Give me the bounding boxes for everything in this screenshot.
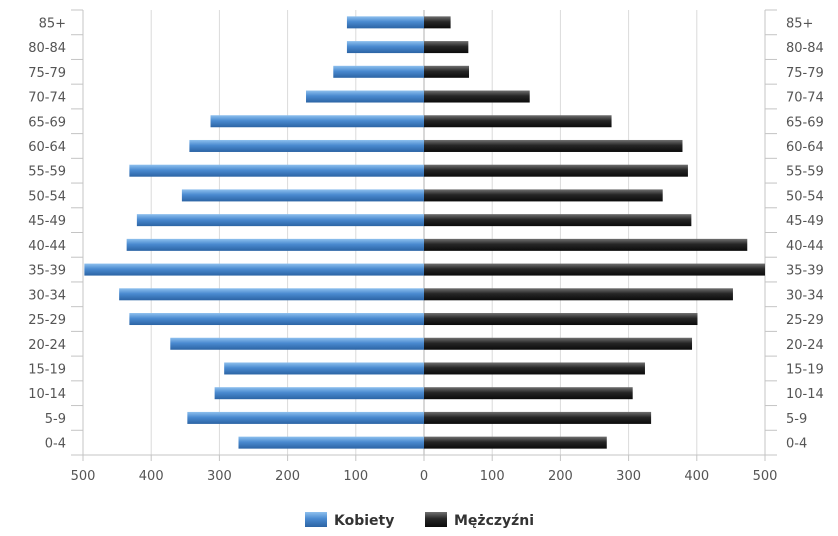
age-label-left: 0-4 — [45, 437, 66, 452]
age-label-right: 15-19 — [786, 362, 824, 377]
bar-kobiety — [214, 387, 424, 400]
x-tick-label: 0 — [420, 469, 428, 484]
age-labels-right: 0-4 5-9 10-14 15-19 20-24 25-29 30-34 35-39 40-4… — [786, 16, 824, 451]
age-label-right: 30-34 — [786, 288, 824, 303]
legend-label-kobiety: Kobiety — [334, 513, 394, 529]
age-label-left: 80-84 — [28, 41, 66, 56]
bar-kobiety — [119, 288, 425, 301]
age-label-right: 10-14 — [786, 387, 824, 402]
x-tick-label: 300 — [207, 469, 232, 484]
bar-kobiety — [238, 436, 424, 449]
age-label-right: 35-39 — [786, 264, 824, 279]
age-label-left: 75-79 — [28, 66, 66, 81]
axes — [71, 9, 777, 461]
age-label-left: 45-49 — [28, 214, 66, 229]
bar-kobiety — [346, 41, 424, 54]
age-label-left: 30-34 — [28, 288, 66, 303]
age-label-left: 55-59 — [28, 165, 66, 180]
legend-swatch-mezczyzni — [425, 512, 447, 527]
x-tick-label: 200 — [275, 469, 300, 484]
bar-kobiety — [346, 16, 424, 29]
bar-kobiety — [126, 238, 424, 251]
age-label-left: 65-69 — [28, 115, 66, 130]
age-label-left: 70-74 — [28, 91, 66, 106]
bar-kobiety — [170, 337, 424, 350]
bar-mezczyzni — [424, 313, 698, 326]
age-label-right: 50-54 — [786, 189, 824, 204]
age-label-left: 10-14 — [28, 387, 66, 402]
legend-label-mezczyzni: Mężczyźni — [454, 513, 534, 529]
age-label-right: 5-9 — [786, 412, 807, 427]
bars — [84, 16, 765, 449]
bar-mezczyzni — [424, 214, 692, 227]
bar-kobiety — [84, 263, 424, 276]
bar-mezczyzni — [424, 65, 470, 78]
bar-kobiety — [210, 115, 424, 128]
bar-kobiety — [333, 65, 424, 78]
bar-kobiety — [129, 164, 424, 177]
bar-kobiety — [189, 139, 424, 152]
age-label-left: 25-29 — [28, 313, 66, 328]
legend-item-kobiety[interactable]: Kobiety — [305, 512, 394, 529]
x-tick-label: 400 — [684, 469, 709, 484]
x-axis-labels: 500 400 300 200 100 0 100 200 300 400 500 — [71, 469, 778, 484]
bar-mezczyzni — [424, 436, 607, 449]
x-tick-label: 500 — [753, 469, 778, 484]
bar-mezczyzni — [424, 387, 633, 400]
bar-mezczyzni — [424, 288, 733, 301]
age-label-right: 0-4 — [786, 437, 807, 452]
bar-mezczyzni — [424, 90, 530, 103]
age-label-right: 70-74 — [786, 91, 824, 106]
legend: Kobiety Mężczyźni — [305, 512, 534, 529]
x-tick-label: 200 — [548, 469, 573, 484]
age-label-left: 15-19 — [28, 362, 66, 377]
age-label-right: 55-59 — [786, 165, 824, 180]
age-label-left: 40-44 — [28, 239, 66, 254]
bar-kobiety — [187, 411, 424, 424]
age-label-right: 80-84 — [786, 41, 824, 56]
age-label-left: 35-39 — [28, 264, 66, 279]
age-label-right: 75-79 — [786, 66, 824, 81]
age-label-left: 85+ — [39, 16, 66, 31]
age-label-right: 65-69 — [786, 115, 824, 130]
age-label-right: 60-64 — [786, 140, 824, 155]
bar-mezczyzni — [424, 164, 688, 177]
bar-mezczyzni — [424, 16, 451, 29]
age-label-left: 50-54 — [28, 189, 66, 204]
bar-mezczyzni — [424, 362, 645, 375]
x-tick-label: 100 — [480, 469, 505, 484]
bar-mezczyzni — [424, 115, 612, 128]
bar-kobiety — [224, 362, 424, 375]
bar-mezczyzni — [424, 139, 683, 152]
age-label-right: 20-24 — [786, 338, 824, 353]
age-label-right: 25-29 — [786, 313, 824, 328]
age-label-right: 40-44 — [786, 239, 824, 254]
age-label-left: 20-24 — [28, 338, 66, 353]
bar-mezczyzni — [424, 337, 693, 350]
bar-mezczyzni — [424, 189, 663, 202]
age-label-right: 85+ — [786, 16, 813, 31]
x-tick-label: 500 — [71, 469, 96, 484]
legend-item-mezczyzni[interactable]: Mężczyźni — [425, 512, 534, 529]
bar-mezczyzni — [424, 41, 469, 54]
bar-kobiety — [306, 90, 424, 103]
x-tick-label: 300 — [616, 469, 641, 484]
bar-mezczyzni — [424, 263, 765, 276]
bar-kobiety — [181, 189, 424, 202]
x-tick-label: 100 — [343, 469, 368, 484]
age-label-left: 5-9 — [45, 412, 66, 427]
bar-mezczyzni — [424, 411, 652, 424]
age-label-left: 60-64 — [28, 140, 66, 155]
age-labels-left: 0-4 5-9 10-14 15-19 20-24 25-29 30-34 35-39 40-4… — [28, 16, 66, 451]
bar-kobiety — [129, 313, 424, 326]
x-tick-label: 400 — [139, 469, 164, 484]
bar-mezczyzni — [424, 238, 748, 251]
age-label-right: 45-49 — [786, 214, 824, 229]
bar-kobiety — [136, 214, 425, 227]
legend-swatch-kobiety — [305, 512, 327, 527]
